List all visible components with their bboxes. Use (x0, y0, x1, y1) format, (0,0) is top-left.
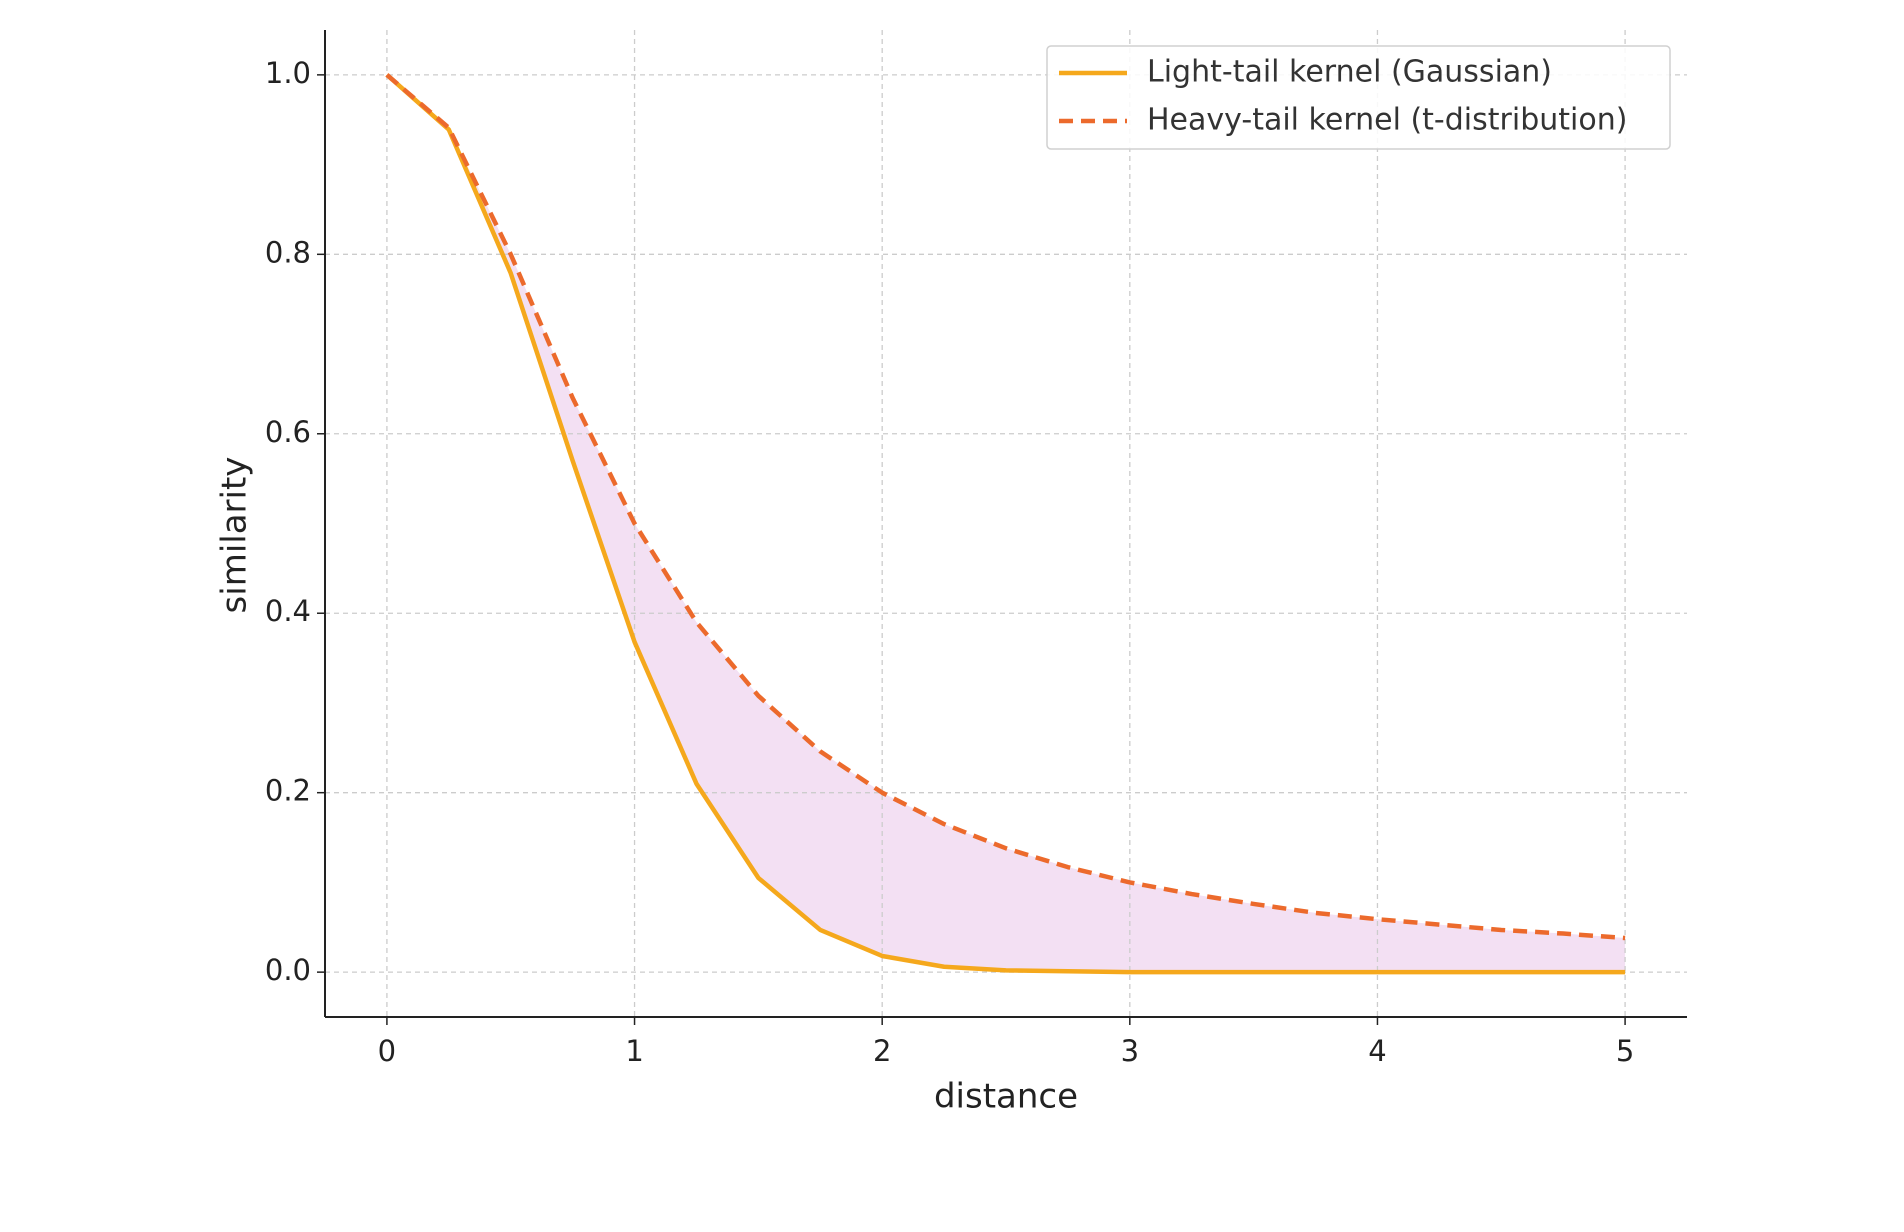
x-tick-label: 3 (1121, 1034, 1139, 1068)
y-tick-label: 0.8 (265, 235, 311, 269)
y-tick-label: 0.0 (265, 953, 311, 987)
legend-label: Light-tail kernel (Gaussian) (1147, 55, 1552, 90)
y-tick-label: 0.4 (265, 594, 311, 628)
legend: Light-tail kernel (Gaussian) Heavy-tail k… (1046, 45, 1671, 150)
x-tick-label: 0 (378, 1034, 396, 1068)
y-axis-label: similarity (215, 457, 255, 614)
series-line (385, 73, 1626, 941)
x-tick-label: 1 (625, 1034, 643, 1068)
difference-fill (386, 74, 1626, 973)
x-tick-label: 2 (873, 1034, 891, 1068)
plot-back (325, 30, 1687, 1017)
x-tick-label: 5 (1616, 1034, 1634, 1068)
x-axis-label: distance (934, 1077, 1078, 1117)
legend-box (1046, 45, 1671, 150)
legend-label: Heavy-tail kernel (t-distribution) (1147, 103, 1627, 138)
series-line (385, 73, 1626, 975)
x-tick-label: 4 (1368, 1034, 1386, 1068)
y-tick-label: 0.2 (265, 774, 311, 808)
y-tick-label: 0.6 (265, 415, 311, 449)
y-tick-label: 1.0 (265, 56, 311, 90)
